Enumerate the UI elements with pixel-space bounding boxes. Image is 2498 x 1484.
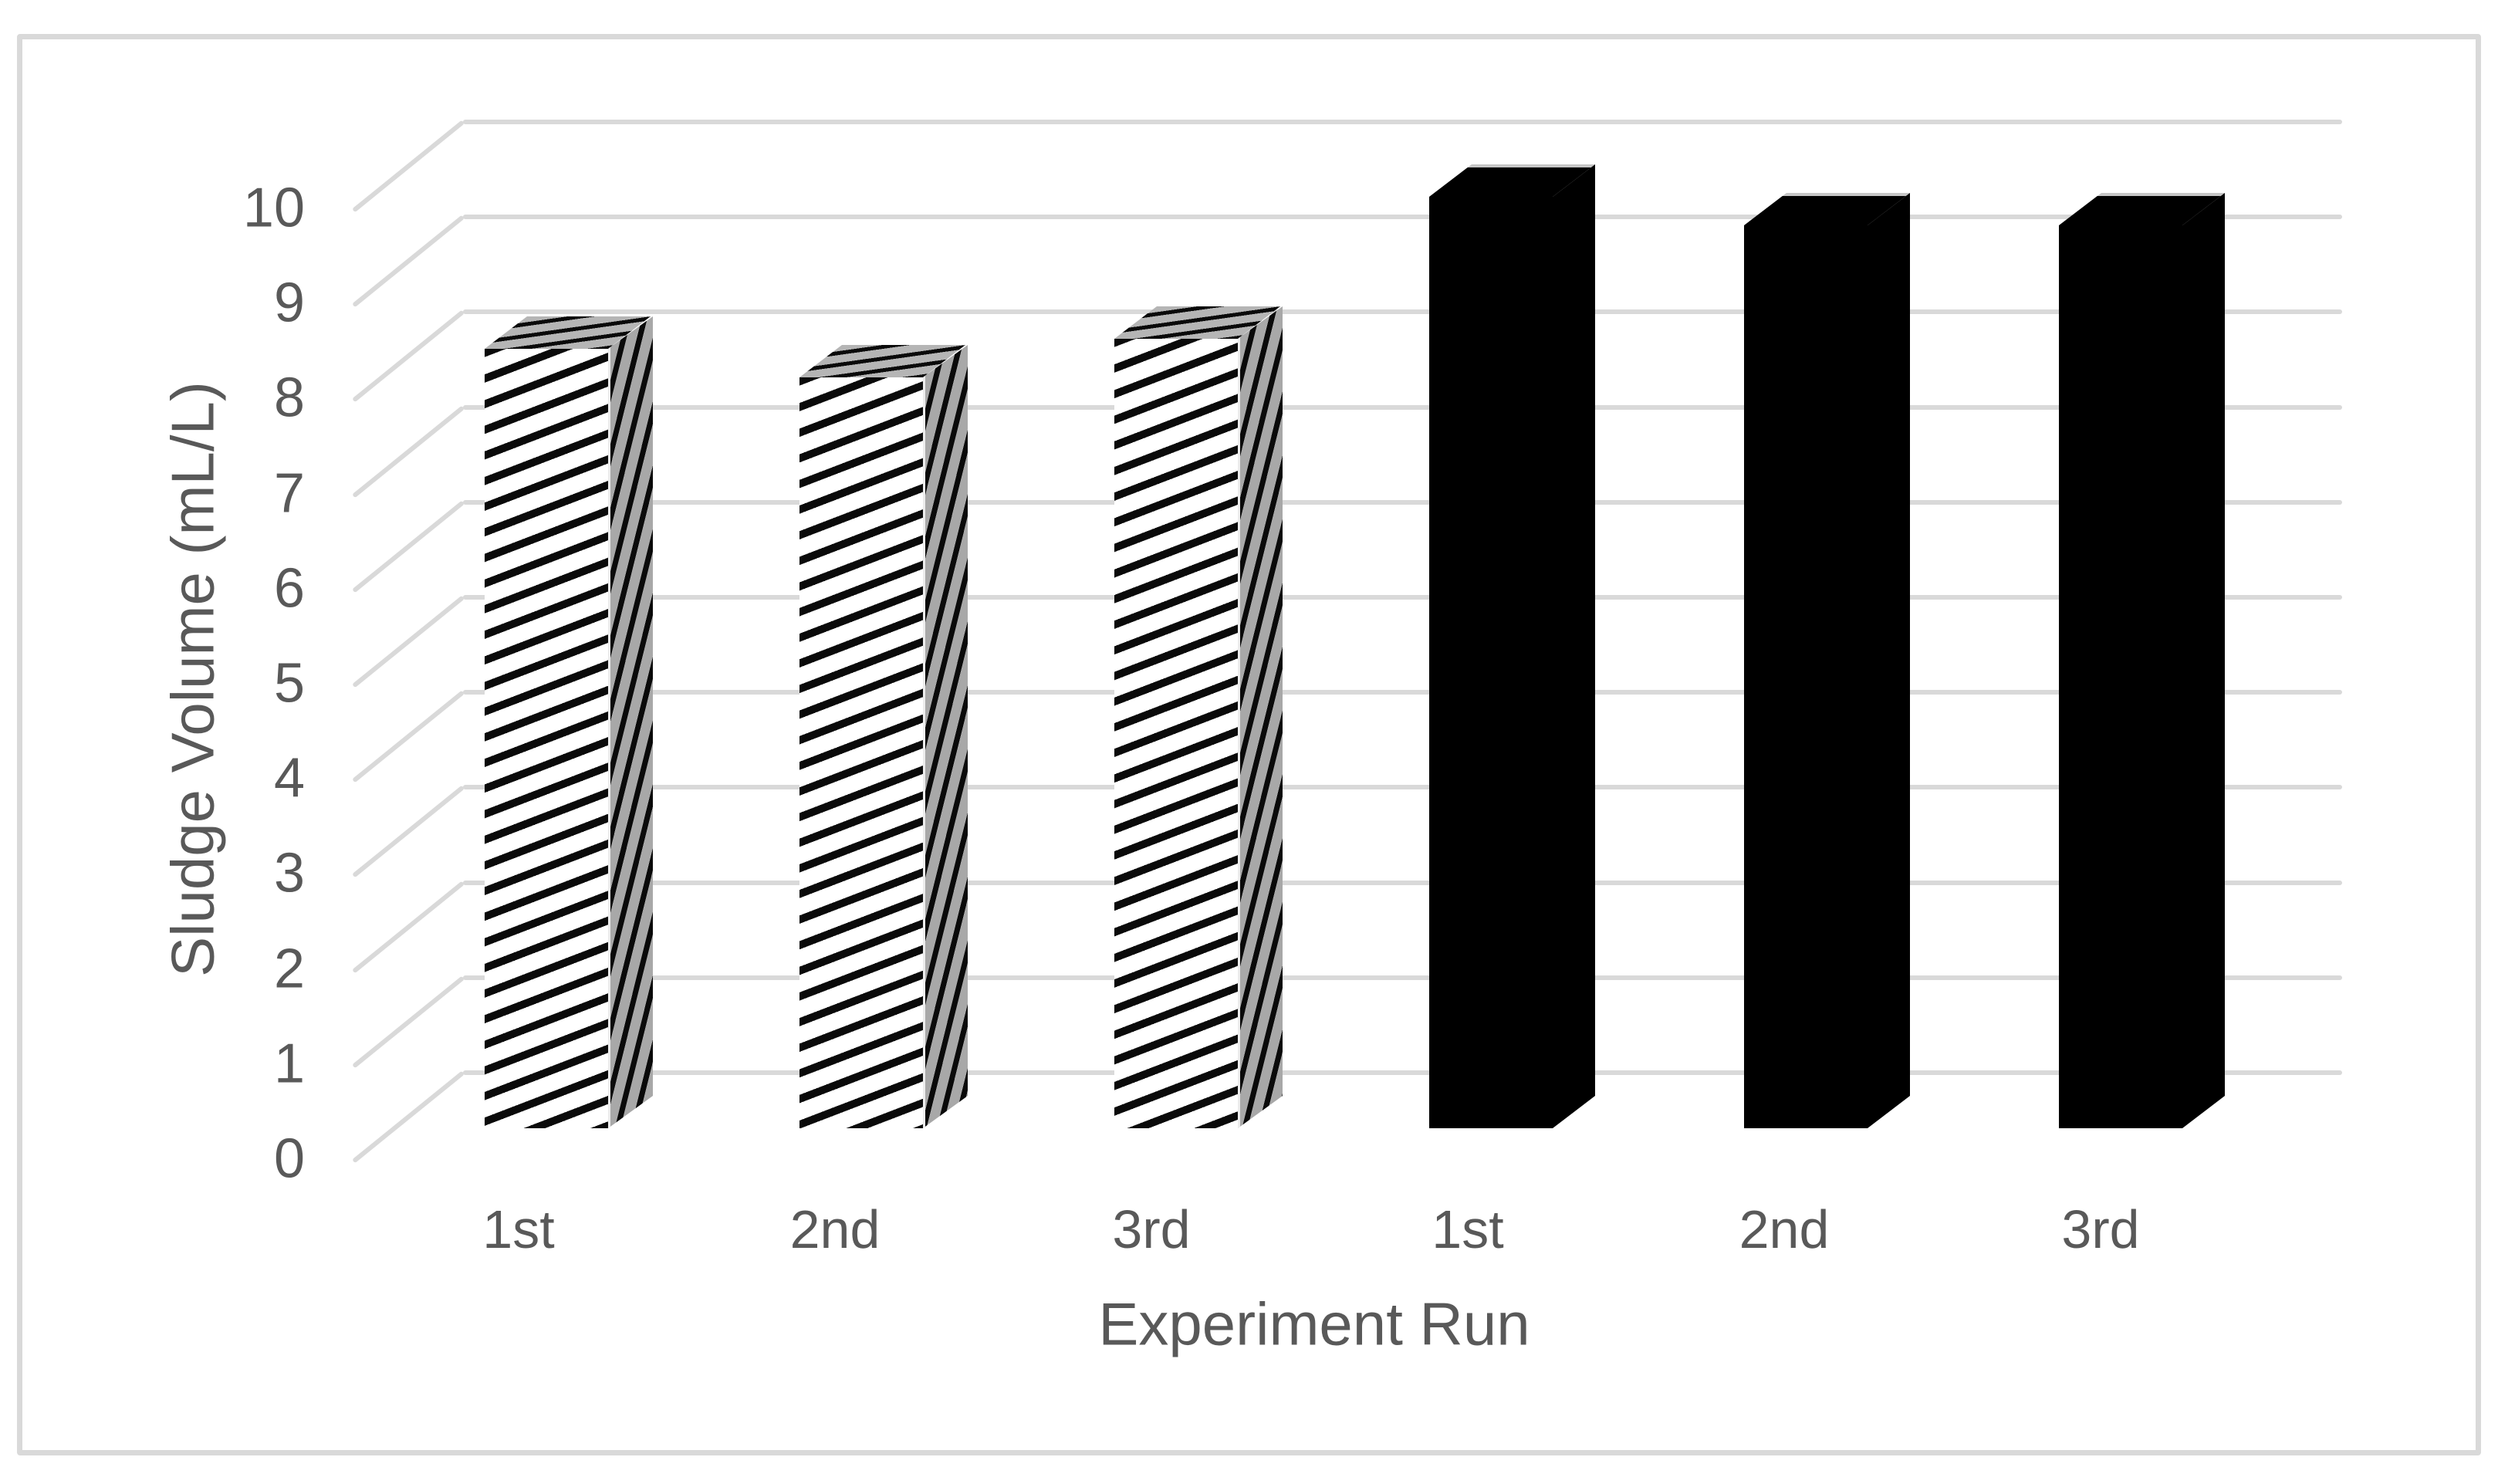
bar-solid-2nd-front-face (1744, 225, 1868, 1128)
gridline-3 (463, 785, 2342, 790)
gridline-10 (463, 120, 2342, 124)
gridline-4 (463, 690, 2342, 695)
y-tick-label-4: 4 (273, 747, 305, 810)
y-tick-label-0: 0 (273, 1127, 305, 1190)
gridline-2 (463, 880, 2342, 885)
y-tick-label-2: 2 (273, 938, 305, 1000)
gridline-9 (463, 215, 2342, 220)
gridline-7 (463, 404, 2342, 410)
bar-striped-1st-front-face (485, 349, 608, 1128)
bar-solid-2nd-side-face (1868, 193, 1910, 1128)
bar-striped-2nd-side-face (923, 345, 968, 1128)
x-category-label-2: 2nd (789, 1199, 881, 1259)
y-tick-label-7: 7 (273, 462, 305, 525)
y-tick-label-3: 3 (273, 843, 305, 905)
y-tick-label-1: 1 (273, 1033, 305, 1095)
x-axis-title: Experiment Run (1098, 1290, 1530, 1358)
x-category-label-3: 3rd (1112, 1199, 1191, 1259)
gridline-6 (463, 499, 2342, 505)
bar-solid-3rd-side-face (2182, 193, 2225, 1128)
bar-striped-3rd-side-face (1238, 306, 1283, 1128)
bar-solid-1st-front-face (1429, 197, 1553, 1128)
x-category-label-6: 3rd (2061, 1199, 2140, 1259)
y-tick-label-5: 5 (273, 652, 305, 715)
y-tick-label-6: 6 (273, 557, 305, 620)
chart-frame (17, 34, 2481, 1455)
y-tick-label-8: 8 (273, 367, 305, 430)
gridline-1 (463, 975, 2342, 980)
gridline-5 (463, 595, 2342, 600)
gridline-0 (463, 1070, 2342, 1075)
x-category-label-4: 1st (1432, 1199, 1504, 1259)
bar-solid-1st-side-face (1553, 164, 1595, 1128)
y-tick-label-9: 9 (273, 272, 305, 334)
bar-striped-2nd-front-face (799, 377, 923, 1128)
x-category-label-5: 2nd (1739, 1199, 1830, 1259)
x-category-label-1: 1st (482, 1199, 555, 1259)
bar-striped-3rd-front-face (1114, 339, 1238, 1128)
bar-striped-1st-side-face (608, 316, 653, 1128)
bar-solid-3rd-front-face (2059, 225, 2182, 1128)
gridline-8 (463, 309, 2342, 315)
y-tick-label-10: 10 (242, 177, 305, 239)
